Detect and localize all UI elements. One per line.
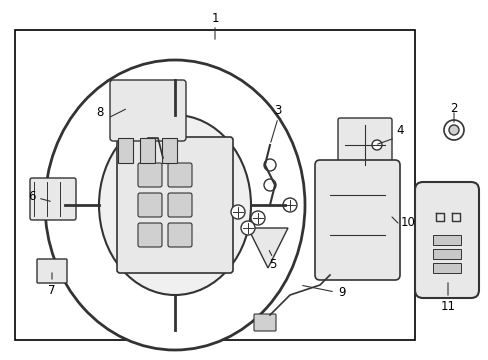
Ellipse shape — [45, 60, 305, 350]
Bar — [432, 263, 460, 273]
Text: 1: 1 — [211, 12, 218, 24]
FancyBboxPatch shape — [168, 223, 192, 247]
Ellipse shape — [99, 115, 250, 295]
FancyBboxPatch shape — [110, 80, 185, 141]
Circle shape — [241, 221, 254, 235]
Text: 7: 7 — [48, 284, 56, 297]
Text: 6: 6 — [28, 189, 36, 202]
FancyBboxPatch shape — [37, 259, 67, 283]
Bar — [432, 235, 460, 245]
Text: 5: 5 — [269, 258, 276, 271]
Text: 9: 9 — [338, 285, 345, 298]
FancyBboxPatch shape — [337, 118, 391, 172]
Circle shape — [264, 159, 275, 171]
FancyBboxPatch shape — [314, 160, 399, 280]
Bar — [162, 138, 177, 163]
Circle shape — [264, 179, 275, 191]
Text: 4: 4 — [395, 123, 403, 136]
Bar — [15, 30, 414, 340]
Text: 11: 11 — [440, 300, 454, 312]
Circle shape — [443, 120, 463, 140]
Text: 10: 10 — [400, 216, 415, 229]
Bar — [432, 249, 460, 259]
FancyBboxPatch shape — [138, 223, 162, 247]
FancyBboxPatch shape — [253, 314, 275, 331]
Text: 8: 8 — [96, 105, 103, 118]
FancyBboxPatch shape — [138, 163, 162, 187]
Circle shape — [283, 198, 296, 212]
FancyBboxPatch shape — [168, 163, 192, 187]
Bar — [140, 138, 155, 163]
FancyBboxPatch shape — [168, 193, 192, 217]
Circle shape — [448, 125, 458, 135]
FancyBboxPatch shape — [138, 193, 162, 217]
Circle shape — [230, 205, 244, 219]
FancyBboxPatch shape — [414, 182, 478, 298]
Polygon shape — [247, 228, 287, 268]
FancyBboxPatch shape — [30, 178, 76, 220]
Text: 3: 3 — [274, 104, 281, 117]
FancyBboxPatch shape — [117, 137, 232, 273]
Circle shape — [371, 140, 381, 150]
Circle shape — [250, 211, 264, 225]
Bar — [118, 138, 133, 163]
Text: 2: 2 — [449, 102, 457, 114]
